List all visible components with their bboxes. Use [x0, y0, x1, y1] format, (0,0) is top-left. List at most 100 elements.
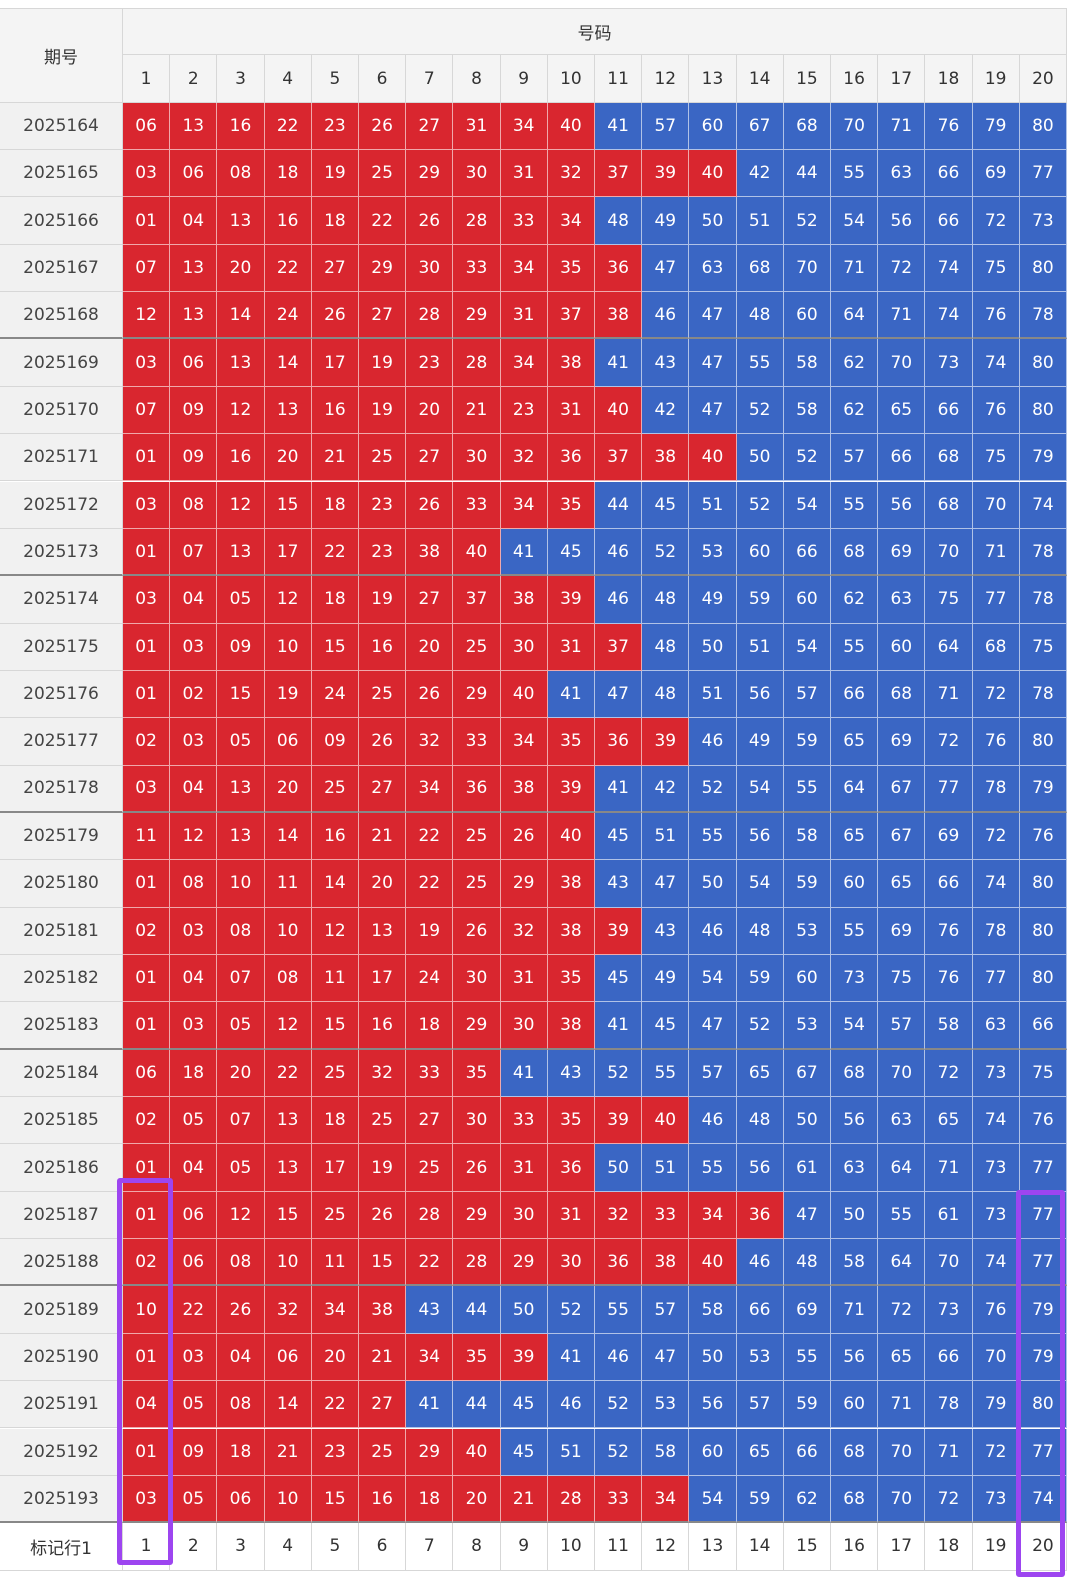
number-cell: 47 [642, 1333, 690, 1382]
number-cell: 21 [264, 1428, 312, 1476]
number-cell: 19 [406, 907, 454, 955]
number-cell: 72 [925, 1475, 973, 1524]
period-cell: 2025176 [0, 670, 123, 719]
number-cell: 52 [736, 1002, 784, 1050]
number-cell: 33 [500, 1097, 548, 1145]
number-cell: 61 [925, 1191, 973, 1240]
number-cell: 32 [359, 1049, 407, 1098]
number-cell: 06 [170, 1239, 218, 1287]
number-cell: 16 [217, 434, 265, 482]
number-cell: 13 [217, 339, 265, 387]
number-cell: 79 [1019, 1333, 1067, 1382]
number-cell: 22 [359, 197, 407, 245]
number-cell: 74 [925, 292, 973, 340]
number-cell: 25 [359, 1097, 407, 1145]
number-cell: 46 [642, 292, 690, 340]
footer-column: 13 [689, 1523, 737, 1571]
number-cell: 38 [547, 339, 595, 387]
number-cell: 06 [170, 339, 218, 387]
number-cell: 36 [736, 1191, 784, 1240]
number-cell: 73 [972, 1475, 1020, 1524]
number-cell: 78 [972, 765, 1020, 813]
number-cell: 33 [642, 1191, 690, 1240]
number-cell: 47 [689, 292, 737, 340]
number-cell: 27 [311, 244, 359, 293]
number-cell: 65 [736, 1049, 784, 1098]
number-cell: 08 [217, 1381, 265, 1429]
number-cell: 12 [264, 1002, 312, 1050]
number-cell: 39 [595, 1097, 643, 1145]
number-cell: 50 [500, 1286, 548, 1334]
number-cell: 76 [1019, 812, 1067, 861]
number-cell: 41 [406, 1381, 454, 1429]
number-cell: 72 [925, 1049, 973, 1098]
number-cell: 51 [689, 481, 737, 529]
number-cell: 28 [406, 292, 454, 340]
number-cell: 30 [500, 623, 548, 671]
number-cell: 55 [736, 339, 784, 387]
number-cell: 55 [831, 623, 879, 671]
number-cell: 76 [925, 955, 973, 1003]
number-cell: 08 [217, 1239, 265, 1287]
number-cell: 48 [642, 670, 690, 719]
number-cell: 77 [1019, 1144, 1067, 1192]
footer-column: 19 [972, 1523, 1020, 1571]
number-cell: 58 [783, 812, 831, 861]
number-cell: 01 [123, 1002, 171, 1050]
number-cell: 70 [972, 481, 1020, 529]
number-cell: 70 [878, 1475, 926, 1524]
number-cell: 70 [925, 1239, 973, 1287]
number-cell: 62 [831, 339, 879, 387]
number-cell: 03 [170, 1333, 218, 1382]
number-cell: 05 [217, 1144, 265, 1192]
number-cell: 20 [264, 765, 312, 813]
number-cell: 53 [689, 528, 737, 577]
number-cell: 40 [689, 1239, 737, 1287]
period-cell: 2025179 [0, 812, 123, 861]
period-cell: 2025190 [0, 1333, 123, 1382]
number-cell: 34 [311, 1286, 359, 1334]
number-cell: 32 [595, 1191, 643, 1240]
number-cell: 78 [925, 1381, 973, 1429]
number-cell: 74 [925, 244, 973, 293]
number-cell: 41 [595, 339, 643, 387]
number-cell: 76 [972, 718, 1020, 766]
number-cell: 25 [406, 1144, 454, 1192]
number-cell: 62 [831, 576, 879, 624]
number-cell: 22 [311, 1381, 359, 1429]
number-cell: 70 [925, 528, 973, 577]
number-cell: 76 [925, 907, 973, 955]
number-cell: 57 [642, 102, 690, 151]
number-cell: 74 [972, 860, 1020, 908]
number-cell: 69 [925, 812, 973, 861]
number-cell: 58 [783, 339, 831, 387]
number-cell: 50 [831, 1191, 879, 1240]
number-cell: 10 [217, 860, 265, 908]
number-cell: 67 [878, 812, 926, 861]
number-cell: 33 [453, 481, 501, 529]
number-cell: 13 [359, 907, 407, 955]
number-cell: 23 [359, 481, 407, 529]
number-cell: 60 [783, 292, 831, 340]
number-cell: 74 [972, 1097, 1020, 1145]
number-cell: 70 [878, 1049, 926, 1098]
number-cell: 64 [925, 623, 973, 671]
number-cell: 68 [925, 481, 973, 529]
number-cell: 69 [783, 1286, 831, 1334]
number-cell: 80 [1019, 955, 1067, 1003]
footer-column: 8 [453, 1523, 501, 1571]
number-cell: 34 [406, 1333, 454, 1382]
number-cell: 63 [878, 576, 926, 624]
number-cell: 32 [406, 718, 454, 766]
number-cell: 25 [359, 670, 407, 719]
number-cell: 60 [878, 623, 926, 671]
number-cell: 80 [1019, 386, 1067, 435]
footer-column: 17 [878, 1523, 926, 1571]
footer-column: 4 [264, 1523, 312, 1571]
number-cell: 34 [500, 244, 548, 293]
number-cell: 50 [595, 1144, 643, 1192]
number-cell: 38 [642, 434, 690, 482]
number-cell: 02 [123, 1097, 171, 1145]
number-cell: 16 [311, 386, 359, 435]
